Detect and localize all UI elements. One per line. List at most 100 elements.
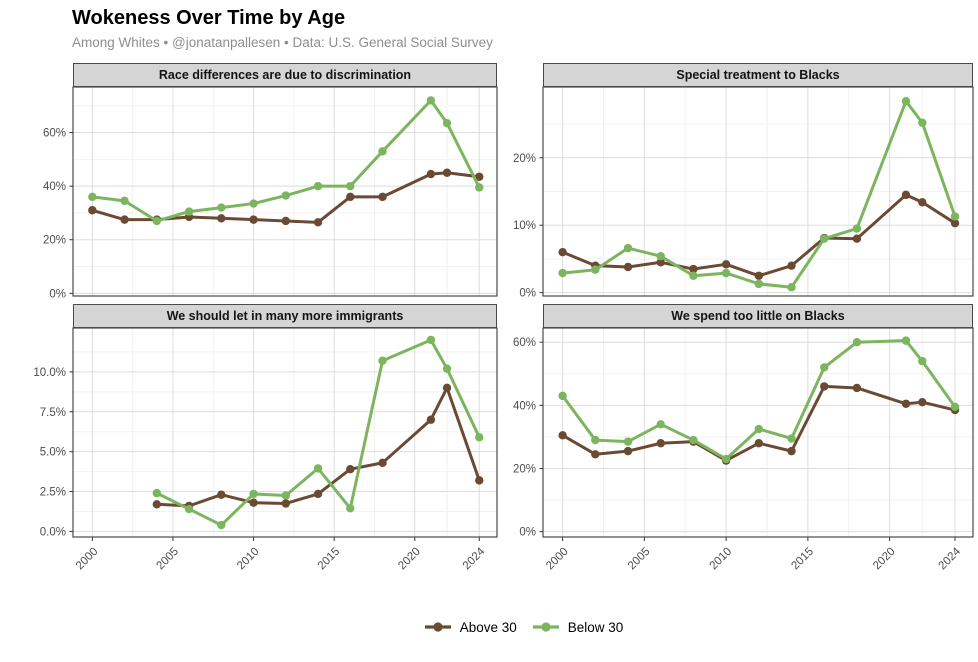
data-point-below-30 xyxy=(152,488,162,498)
data-point-below-30 xyxy=(820,234,829,243)
data-point-above-30 xyxy=(689,264,698,274)
data-point-below-30 xyxy=(558,391,567,401)
chart-subtitle: Among Whites • @jonatanpallesen • Data: … xyxy=(72,35,493,50)
data-point-above-30 xyxy=(442,383,452,393)
data-point-below-30 xyxy=(378,147,387,156)
x-tick-label: 2010 xyxy=(235,546,262,573)
data-point-below-30 xyxy=(623,437,633,446)
legend-label-below-30: Below 30 xyxy=(567,619,624,635)
data-point-below-30 xyxy=(475,433,484,442)
data-point-below-30 xyxy=(558,268,567,278)
x-tick-label: 2015 xyxy=(789,546,816,573)
data-point-below-30 xyxy=(754,279,764,289)
data-point-above-30 xyxy=(558,247,567,257)
data-point-above-30 xyxy=(217,214,226,223)
data-point-above-30 xyxy=(852,234,862,243)
data-point-above-30 xyxy=(313,489,323,499)
data-point-below-30 xyxy=(591,265,600,274)
facet-panel-1: 0% 10% 20% xyxy=(513,86,974,300)
y-tick-label: 10% xyxy=(513,220,536,232)
data-point-above-30 xyxy=(426,415,436,424)
x-tick-label: 2000 xyxy=(74,546,101,573)
legend: Above 30 Below 30 xyxy=(73,619,973,635)
x-tick-label: 2015 xyxy=(316,546,343,573)
data-point-above-30 xyxy=(656,258,665,267)
data-point-below-30 xyxy=(346,181,355,191)
data-point-above-30 xyxy=(378,458,387,468)
data-point-above-30 xyxy=(787,261,796,270)
data-point-above-30 xyxy=(558,431,567,440)
data-point-above-30 xyxy=(346,192,355,202)
legend-item-above-30: Above 30 xyxy=(423,619,517,635)
x-tick-label: 2020 xyxy=(871,546,898,573)
chart-title: Wokeness Over Time by Age xyxy=(72,7,346,29)
y-tick-label: 0% xyxy=(519,288,536,300)
data-point-below-30 xyxy=(721,268,731,278)
y-tick-label: 0.0% xyxy=(40,526,66,538)
y-tick-label: 20% xyxy=(43,235,66,247)
y-tick-label: 20% xyxy=(513,463,536,475)
data-point-above-30 xyxy=(217,490,226,499)
data-point-below-30 xyxy=(591,435,600,445)
data-point-below-30 xyxy=(442,118,452,128)
data-point-below-30 xyxy=(249,199,258,208)
data-point-below-30 xyxy=(378,356,387,365)
facet-panel-0: 0% 20% 40% 60% xyxy=(43,86,498,300)
x-tick-label: 2000 xyxy=(544,546,571,573)
data-point-below-30 xyxy=(313,181,323,191)
data-point-below-30 xyxy=(689,271,698,280)
facet-strip-spend-too-little: We spend too little on Blacks xyxy=(543,304,973,328)
x-tick-label: 2024 xyxy=(937,545,964,572)
data-point-above-30 xyxy=(281,499,291,508)
panel-border xyxy=(542,86,974,297)
y-tick-label: 60% xyxy=(43,128,66,140)
panel-border xyxy=(542,327,974,538)
data-point-below-30 xyxy=(787,434,796,443)
data-point-above-30 xyxy=(754,271,764,280)
data-point-above-30 xyxy=(88,206,97,215)
y-tick-label: 7.5% xyxy=(40,407,66,419)
data-point-below-30 xyxy=(820,363,829,372)
x-tick-label: 2005 xyxy=(626,546,653,573)
data-point-above-30 xyxy=(426,169,436,179)
y-tick-label: 5.0% xyxy=(40,447,66,459)
facet-strip-special-treatment: Special treatment to Blacks xyxy=(543,63,973,87)
data-point-below-30 xyxy=(152,216,162,226)
data-point-below-30 xyxy=(950,212,960,221)
x-tick-label: 2005 xyxy=(154,546,181,573)
data-point-above-30 xyxy=(656,439,665,448)
data-point-below-30 xyxy=(120,196,129,206)
data-point-below-30 xyxy=(918,118,927,127)
data-point-below-30 xyxy=(217,203,226,212)
data-point-above-30 xyxy=(901,190,911,200)
data-point-above-30 xyxy=(852,383,862,393)
data-point-below-30 xyxy=(217,520,226,530)
data-point-above-30 xyxy=(754,439,764,448)
panel-border xyxy=(72,86,498,297)
data-point-above-30 xyxy=(281,216,291,226)
legend-item-below-30: Below 30 xyxy=(531,619,624,635)
y-tick-label: 60% xyxy=(513,337,536,349)
y-tick-label: 40% xyxy=(43,181,66,193)
data-point-above-30 xyxy=(120,215,129,224)
data-point-below-30 xyxy=(281,191,291,200)
data-point-above-30 xyxy=(313,218,323,227)
data-point-below-30 xyxy=(475,183,484,192)
facet-panel-2: 0.0% 2.5% 5.0% 7.5% 10.0% 2000 2005 2010 2015 202… xyxy=(33,327,498,573)
y-tick-label: 0% xyxy=(49,288,66,300)
data-point-below-30 xyxy=(901,336,911,345)
data-point-above-30 xyxy=(152,500,162,509)
data-point-below-30 xyxy=(918,356,927,366)
y-tick-label: 2.5% xyxy=(40,487,66,499)
data-point-above-30 xyxy=(901,399,911,408)
data-point-above-30 xyxy=(591,450,600,459)
data-point-above-30 xyxy=(623,262,633,272)
data-point-above-30 xyxy=(249,215,258,224)
data-point-below-30 xyxy=(184,504,194,514)
data-point-below-30 xyxy=(901,96,911,106)
legend-marker-below-30-icon xyxy=(532,622,559,632)
data-point-below-30 xyxy=(852,338,862,347)
data-point-above-30 xyxy=(787,446,796,456)
data-point-below-30 xyxy=(313,464,323,473)
